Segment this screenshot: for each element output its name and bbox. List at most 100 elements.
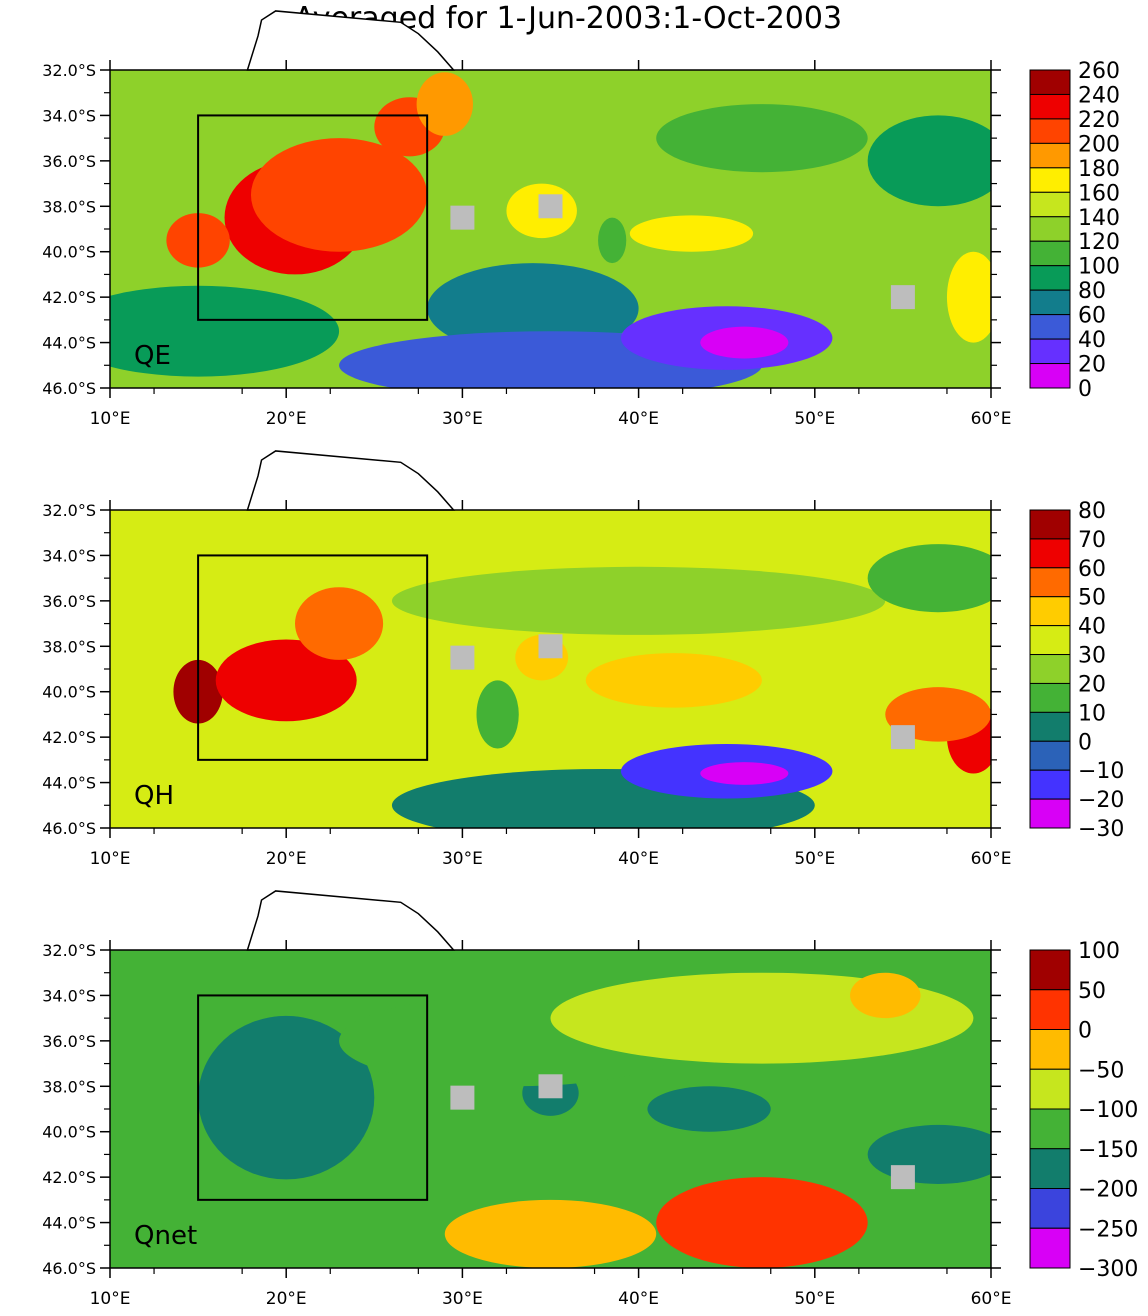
colorbar-swatch: [1029, 1068, 1071, 1110]
x-tick-label: 30°E: [442, 409, 483, 429]
colorbar-label: 70: [1078, 528, 1106, 553]
colorbar-swatch: [1029, 538, 1071, 569]
missing-marker: [450, 1085, 475, 1110]
y-tick-label: 34.0°S: [42, 986, 96, 1005]
y-tick-label: 40.0°S: [42, 1123, 96, 1142]
land-mask: [246, 10, 456, 71]
x-tick-label: 40°E: [618, 1289, 659, 1309]
contour-region: [598, 217, 627, 264]
panel-qe: 10°E 20°E 30°E 40°E 50°E 60°E 32.0°S 34.0°S 36.0…: [42, 10, 1120, 429]
y-tick-label: 44.0°S: [42, 774, 96, 793]
colorbar-label: −150: [1078, 1138, 1138, 1163]
x-tick-label: 30°E: [442, 1289, 483, 1309]
panel-qh: 10°E 20°E 30°E 40°E 50°E 60°E 32.0°S 34.0°S 36.0…: [42, 450, 1124, 869]
missing-marker: [450, 205, 475, 230]
y-tick-label: 32.0°S: [42, 941, 96, 960]
x-tick-label: 40°E: [618, 849, 659, 869]
contour-region: [867, 115, 991, 207]
colorbar-label: −10: [1078, 759, 1124, 784]
contour-region: [198, 1015, 375, 1180]
contour-region: [295, 587, 384, 660]
y-tick-label: 44.0°S: [42, 334, 96, 353]
missing-marker: [538, 634, 563, 659]
contour-region: [391, 566, 886, 635]
colorbar-swatch: [1029, 1227, 1071, 1269]
study-box: [197, 114, 429, 321]
colorbar-swatch: [1029, 949, 1071, 991]
colorbar-label: 0: [1078, 730, 1092, 755]
colorbar-label: 50: [1078, 979, 1106, 1004]
colorbar-label: 80: [1078, 499, 1106, 524]
colorbar-label: 80: [1078, 279, 1106, 304]
y-tick-label: 36.0°S: [42, 1032, 96, 1051]
panel-label: QH: [134, 781, 174, 811]
panel-label: Qnet: [134, 1221, 197, 1251]
missing-marker: [450, 645, 475, 670]
colorbar-swatch: [1029, 740, 1071, 771]
x-tick-label: 60°E: [971, 1289, 1012, 1309]
colorbar-swatch: [1029, 216, 1071, 242]
colorbar-label: −200: [1078, 1178, 1138, 1203]
panel-qnet: 10°E 20°E 30°E 40°E 50°E 60°E 32.0°S 34.0°S 36.0…: [42, 890, 1138, 1309]
colorbar-label: 160: [1078, 181, 1120, 206]
colorbar-label: 140: [1078, 206, 1120, 231]
colorbar-swatch: [1029, 1188, 1071, 1229]
colorbar-label: 0: [1078, 377, 1092, 402]
contour-region: [250, 138, 428, 252]
x-tick-label: 20°E: [266, 849, 307, 869]
colorbar-swatch: [1029, 769, 1071, 800]
field-qnet: [110, 950, 991, 1268]
colorbar-swatch: [1029, 682, 1071, 713]
colorbar-label: 120: [1078, 230, 1120, 255]
y-tick-label: 40.0°S: [42, 243, 96, 262]
colorbar-swatch: [1029, 654, 1071, 684]
x-tick-label: 50°E: [794, 409, 835, 429]
y-tick-label: 32.0°S: [42, 501, 96, 520]
missing-marker: [890, 285, 915, 310]
field-qh: [110, 510, 991, 828]
y-tick-label: 36.0°S: [42, 592, 96, 611]
land-mask: [246, 890, 456, 951]
missing-marker: [538, 1074, 563, 1099]
contour-region: [647, 1086, 771, 1132]
colorbar-swatch: [1029, 191, 1071, 218]
y-tick-label: 42.0°S: [42, 288, 96, 307]
y-tick-label: 34.0°S: [42, 106, 96, 125]
y-tick-label: 38.0°S: [42, 197, 96, 216]
contour-region: [867, 544, 991, 613]
x-tick-label: 50°E: [794, 1289, 835, 1309]
x-tick-label: 60°E: [971, 409, 1012, 429]
y-tick-label: 40.0°S: [42, 683, 96, 702]
colorbar-label: 100: [1078, 255, 1120, 280]
colorbar-label: 20: [1078, 672, 1106, 697]
colorbar-swatch: [1029, 989, 1071, 1030]
x-tick-label: 50°E: [794, 849, 835, 869]
colorbar-swatch: [1029, 338, 1071, 365]
colorbar-label: 0: [1078, 1019, 1092, 1044]
colorbar-swatch: [1029, 1029, 1071, 1070]
colorbar-label: 60: [1078, 304, 1106, 329]
colorbar-swatch: [1029, 798, 1071, 829]
y-tick-label: 38.0°S: [42, 1077, 96, 1096]
colorbar-swatch: [1029, 1148, 1071, 1189]
missing-marker: [890, 725, 915, 750]
y-tick-label: 46.0°S: [42, 1259, 96, 1278]
contour-region: [476, 680, 519, 749]
colorbar-label: 220: [1078, 108, 1120, 133]
colorbar-label: −30: [1078, 817, 1124, 842]
colorbar-label: 180: [1078, 157, 1120, 182]
colorbar-swatch: [1029, 509, 1071, 540]
study-box: [197, 554, 429, 761]
colorbar-swatch: [1029, 167, 1071, 193]
x-tick-label: 10°E: [90, 1289, 131, 1309]
colorbar-label: −250: [1078, 1217, 1138, 1242]
x-tick-label: 60°E: [971, 849, 1012, 869]
y-tick-label: 46.0°S: [42, 379, 96, 398]
colorbar-swatch: [1029, 142, 1071, 169]
contour-region: [427, 263, 639, 354]
colorbar-label: −20: [1078, 788, 1124, 813]
colorbar-swatch: [1029, 240, 1071, 267]
colorbar-swatch: [1029, 118, 1071, 144]
y-tick-label: 42.0°S: [42, 1168, 96, 1187]
missing-marker: [538, 194, 563, 219]
